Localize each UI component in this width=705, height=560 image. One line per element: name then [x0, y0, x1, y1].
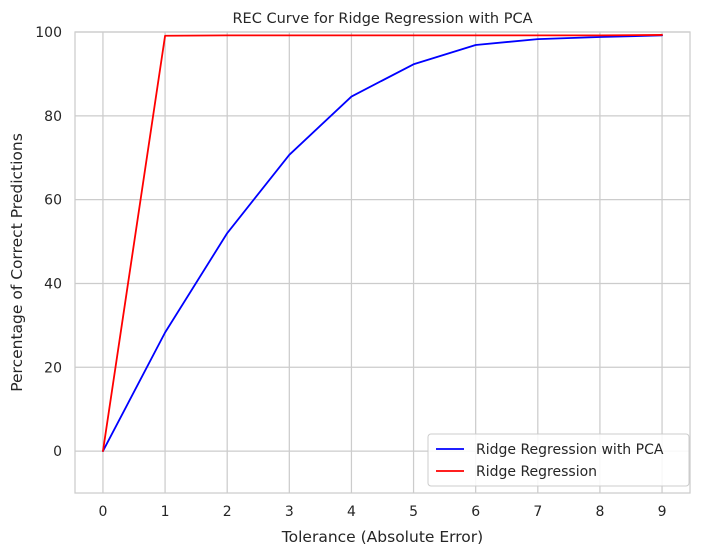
x-tick-label: 4 — [347, 504, 356, 520]
legend-label-ridge: Ridge Regression — [476, 464, 597, 480]
legend: Ridge Regression with PCA Ridge Regressi… — [427, 433, 690, 487]
x-tick-label: 9 — [658, 504, 667, 520]
x-tick-label: 5 — [409, 504, 418, 520]
legend-box — [427, 433, 690, 487]
y-tick-label: 100 — [35, 25, 62, 41]
y-tick-label: 20 — [44, 360, 62, 376]
x-tick-label: 1 — [161, 504, 170, 520]
tick-labels: 0 1 2 3 4 5 6 7 8 9 0 20 40 60 80 100 — [35, 25, 666, 520]
series-lines — [102, 34, 663, 452]
x-tick-label: 8 — [595, 504, 604, 520]
x-tick-label: 0 — [98, 504, 107, 520]
legend-label-pca: Ridge Regression with PCA — [476, 442, 664, 458]
series-line-1 — [102, 34, 663, 452]
y-tick-label: 0 — [53, 444, 62, 460]
x-tick-label: 2 — [223, 504, 232, 520]
x-axis-label: Tolerance (Absolute Error) — [281, 528, 483, 546]
y-axis-label: Percentage of Correct Predictions — [8, 133, 26, 392]
grid-lines — [75, 31, 690, 493]
x-tick-label: 7 — [533, 504, 542, 520]
x-tick-label: 6 — [471, 504, 480, 520]
series-line-0 — [102, 34, 663, 452]
x-tick-label: 3 — [285, 504, 294, 520]
plot-frame — [74, 31, 691, 494]
y-tick-label: 40 — [44, 276, 62, 292]
chart-title: REC Curve for Ridge Regression with PCA — [232, 11, 532, 27]
y-tick-label: 60 — [44, 193, 62, 209]
y-tick-label: 80 — [44, 109, 62, 125]
